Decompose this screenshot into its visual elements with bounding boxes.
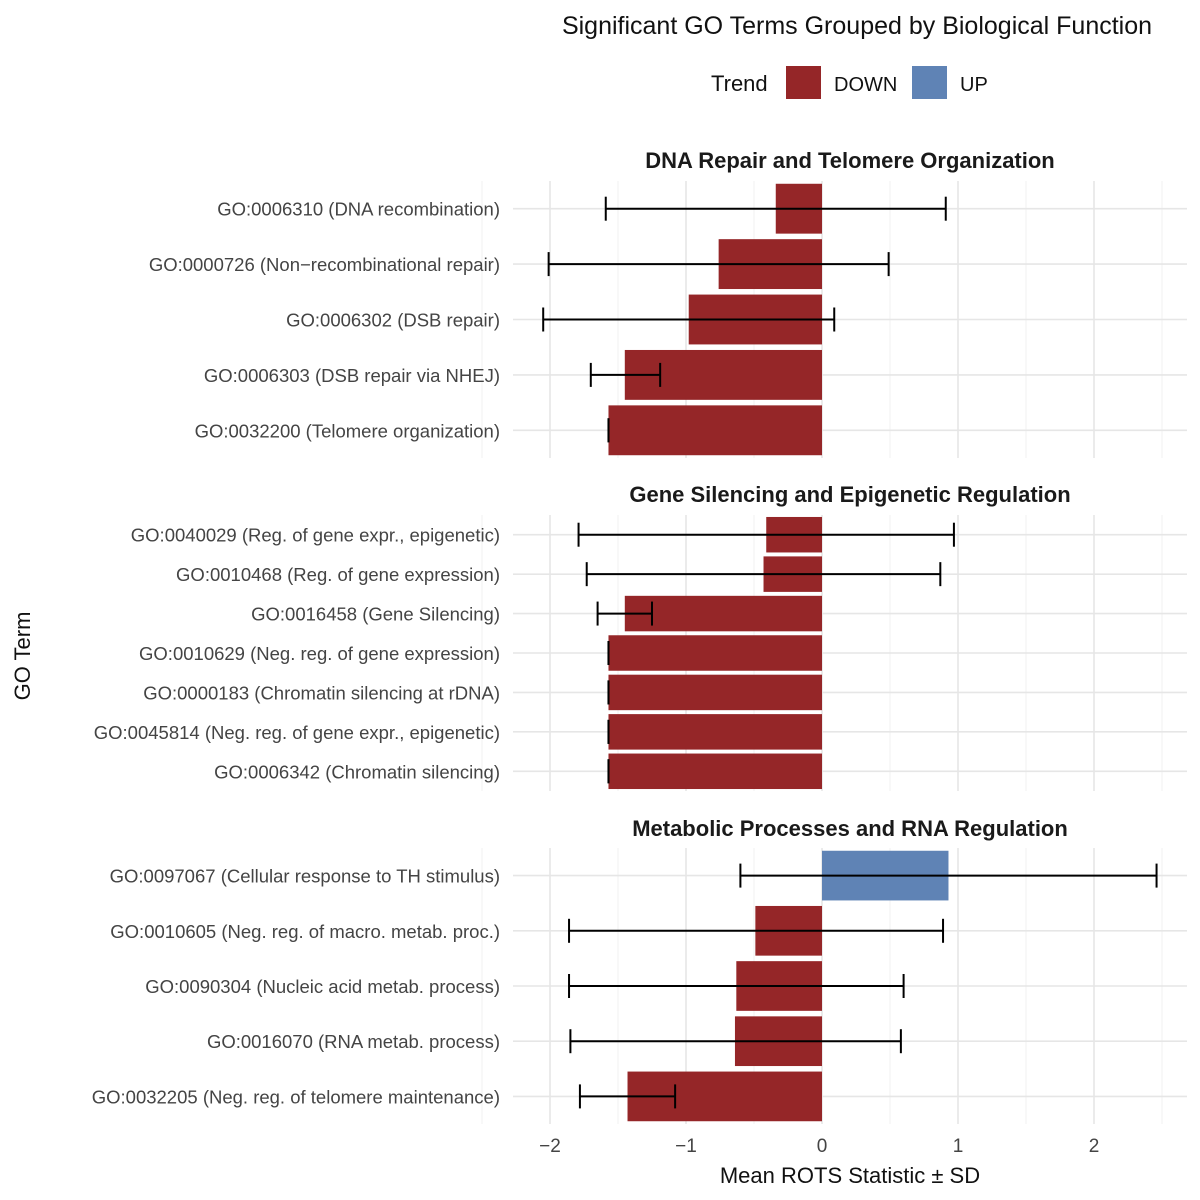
error-bar bbox=[547, 252, 890, 277]
y-tick-label: GO:0032205 (Neg. reg. of telomere mainte… bbox=[92, 1086, 500, 1107]
chart-title: Significant GO Terms Grouped by Biologic… bbox=[562, 12, 1152, 40]
facet-title: Gene Silencing and Epigenetic Regulation bbox=[629, 482, 1070, 507]
y-axis-title: GO Term bbox=[10, 612, 35, 701]
bar bbox=[608, 405, 822, 456]
y-tick-label: GO:0006342 (Chromatin silencing) bbox=[214, 761, 500, 782]
y-tick-label: GO:0010468 (Reg. of gene expression) bbox=[176, 564, 500, 585]
y-tick-label: GO:0040029 (Reg. of gene expr., epigenet… bbox=[131, 525, 500, 546]
bar bbox=[608, 714, 822, 750]
facet-panel: Gene Silencing and Epigenetic Regulation… bbox=[94, 482, 1187, 791]
facet-panel: DNA Repair and Telomere Organization GO:0… bbox=[149, 148, 1187, 458]
y-tick-label: GO:0000726 (Non−recombinational repair) bbox=[149, 254, 500, 275]
facet-panel: Metabolic Processes and RNA Regulation GO… bbox=[92, 816, 1187, 1124]
error-bar bbox=[585, 562, 942, 587]
y-tick-label: GO:0010629 (Neg. reg. of gene expression… bbox=[139, 643, 500, 664]
error-bar bbox=[569, 1029, 902, 1054]
y-tick-label: GO:0006310 (DNA recombination) bbox=[217, 199, 500, 220]
legend-swatch-down bbox=[786, 66, 821, 99]
facet-title: DNA Repair and Telomere Organization bbox=[645, 148, 1055, 173]
bar bbox=[624, 595, 822, 632]
error-bar bbox=[542, 307, 836, 332]
x-axis: −2 −1 0 1 2 bbox=[539, 1136, 1099, 1157]
x-axis-title: Mean ROTS Statistic ± SD bbox=[720, 1163, 980, 1188]
legend-swatch-up bbox=[912, 66, 947, 99]
error-bar bbox=[577, 522, 955, 547]
x-tick-label: −2 bbox=[539, 1136, 561, 1157]
legend: Trend DOWN UP bbox=[711, 66, 988, 99]
x-tick-label: 2 bbox=[1089, 1136, 1100, 1157]
error-bar bbox=[596, 601, 653, 626]
bar bbox=[608, 635, 822, 671]
y-tick-label: GO:0006302 (DSB repair) bbox=[286, 310, 500, 331]
legend-label-up: UP bbox=[960, 74, 988, 96]
y-tick-label: GO:0097067 (Cellular response to TH stim… bbox=[110, 866, 500, 887]
legend-title: Trend bbox=[711, 71, 768, 96]
y-tick-label: GO:0000183 (Chromatin silencing at rDNA) bbox=[143, 682, 500, 703]
x-tick-label: −1 bbox=[675, 1136, 697, 1157]
legend-label-down: DOWN bbox=[834, 74, 897, 96]
error-bar bbox=[568, 918, 945, 943]
error-bar bbox=[604, 196, 947, 221]
error-bar bbox=[739, 863, 1158, 888]
error-bar bbox=[578, 1084, 677, 1109]
y-tick-label: GO:0010605 (Neg. reg. of macro. metab. p… bbox=[110, 921, 500, 942]
y-tick-label: GO:0045814 (Neg. reg. of gene expr., epi… bbox=[94, 722, 500, 743]
error-bar bbox=[589, 362, 662, 387]
error-bar bbox=[568, 974, 905, 998]
x-tick-label: 0 bbox=[817, 1136, 828, 1157]
facet-title: Metabolic Processes and RNA Regulation bbox=[632, 816, 1068, 841]
y-tick-label: GO:0006303 (DSB repair via NHEJ) bbox=[204, 365, 500, 386]
x-tick-label: 1 bbox=[953, 1136, 964, 1157]
bar bbox=[608, 674, 822, 711]
y-tick-label: GO:0090304 (Nucleic acid metab. process) bbox=[145, 976, 500, 997]
y-tick-label: GO:0016070 (RNA metab. process) bbox=[207, 1031, 500, 1052]
y-tick-label: GO:0016458 (Gene Silencing) bbox=[251, 604, 500, 625]
bar bbox=[608, 753, 822, 790]
facet-panels: DNA Repair and Telomere Organization GO:0… bbox=[92, 148, 1187, 1124]
y-tick-label: GO:0032200 (Telomere organization) bbox=[195, 420, 500, 441]
